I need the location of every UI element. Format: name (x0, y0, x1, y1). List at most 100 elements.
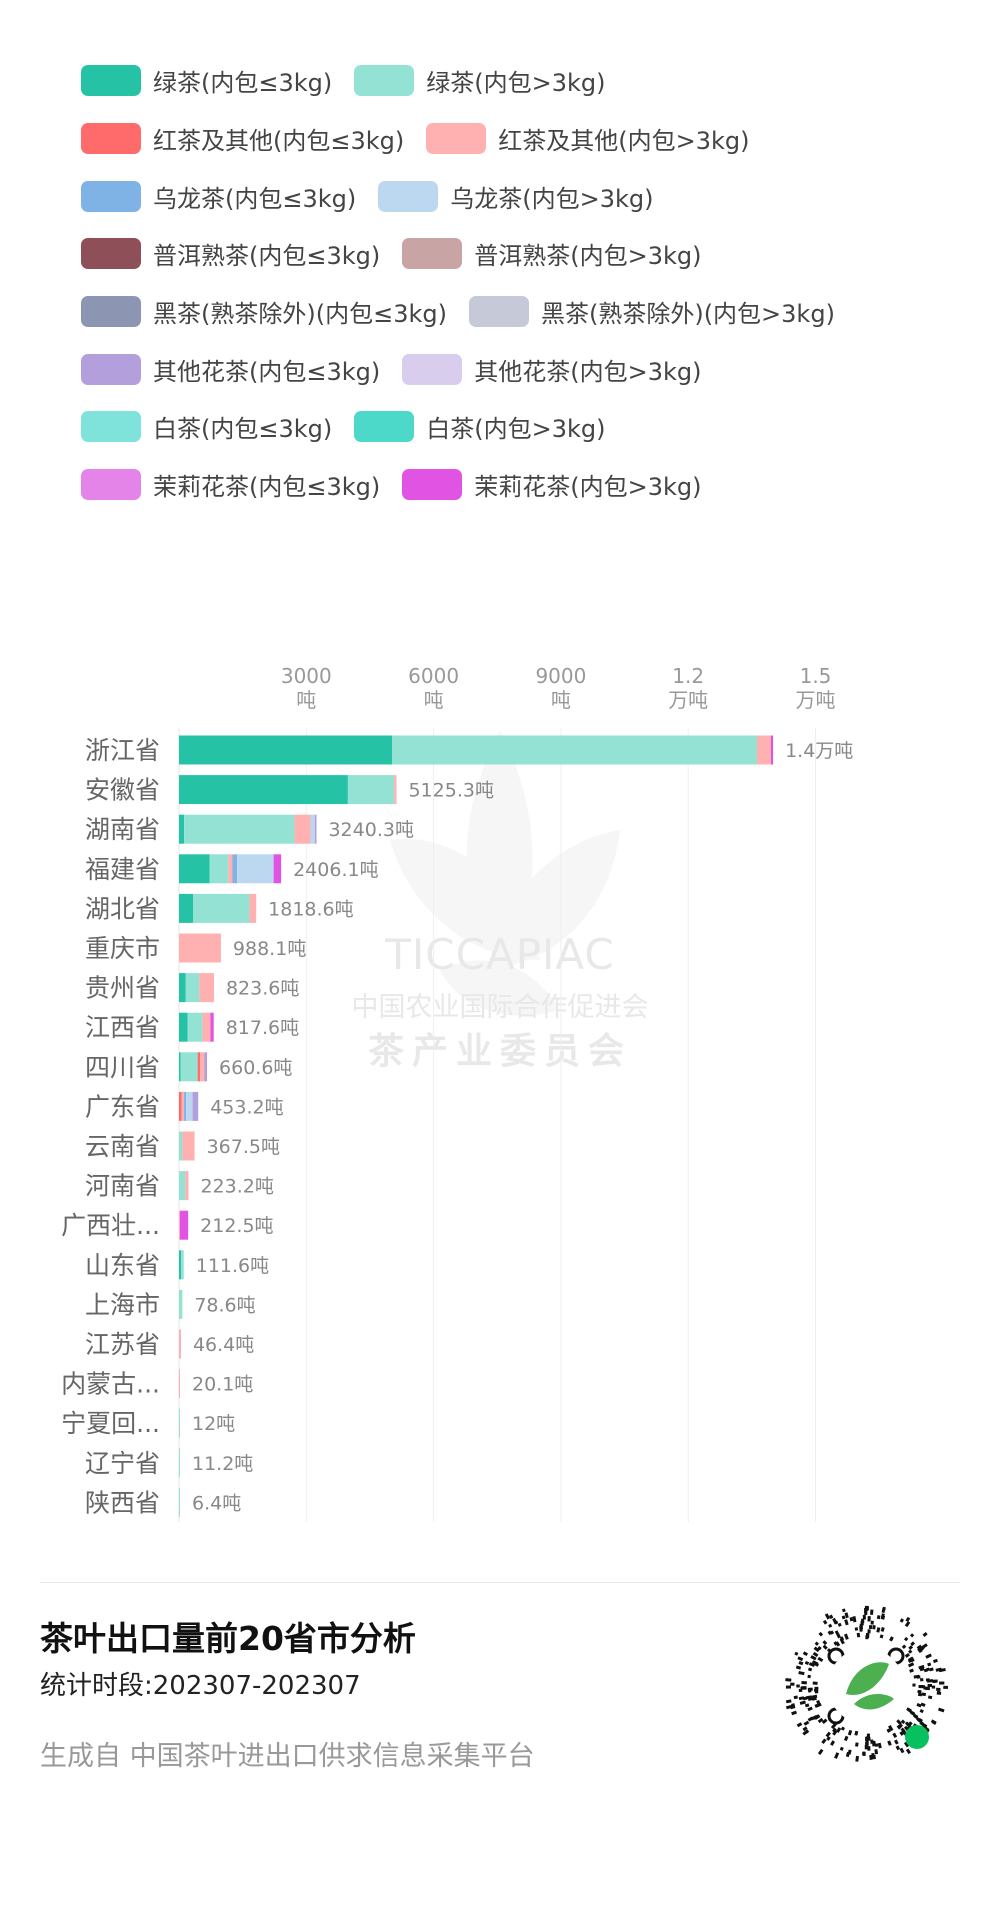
bar-segment (179, 893, 194, 923)
bar-total-label: 2406.1吨 (293, 859, 378, 881)
legend-label: 白茶(内包>3kg) (426, 415, 606, 444)
legend-label: 黑茶(熟茶除外)(内包>3kg) (540, 300, 835, 329)
bar-segment (202, 1012, 211, 1042)
legend-swatch (426, 123, 487, 155)
province-label: 宁夏回... (61, 1409, 160, 1438)
province-label: 河南省 (85, 1172, 160, 1201)
province-label: 湖北省 (85, 894, 160, 923)
legend-item[interactable]: 绿茶(内包>3kg) (354, 63, 606, 98)
legend-label: 普洱熟茶(内包>3kg) (474, 242, 702, 271)
legend-swatch (354, 411, 415, 443)
province-label: 江苏省 (85, 1330, 160, 1359)
bar-segment (228, 854, 233, 884)
province-label: 辽宁省 (85, 1449, 160, 1478)
legend-item[interactable]: 普洱熟茶(内包≤3kg) (81, 236, 380, 271)
legend-label: 乌龙茶(内包≤3kg) (153, 184, 357, 213)
province-label: 安徽省 (85, 776, 160, 805)
legend-item[interactable]: 乌龙茶(内包>3kg) (378, 179, 654, 214)
bar-segment (181, 1091, 185, 1121)
legend-item[interactable]: 其他花茶(内包≤3kg) (81, 352, 380, 387)
legend-item[interactable]: 红茶及其他(内包>3kg) (426, 121, 750, 156)
bar-total-label: 6.4吨 (192, 1492, 241, 1514)
legend-row: 普洱熟茶(内包≤3kg) 普洱熟茶(内包>3kg) (81, 225, 981, 283)
bar-total-label: 223.2吨 (200, 1176, 273, 1198)
legend-swatch (81, 238, 141, 270)
bar-segment (394, 775, 397, 805)
province-label: 内蒙古... (61, 1370, 160, 1399)
bar-segment (184, 1091, 187, 1121)
bar-segment (392, 735, 757, 765)
legend-swatch (402, 469, 463, 501)
bar-segment (186, 1091, 193, 1121)
bar-segment (210, 1012, 214, 1042)
legend-label: 茉莉花茶(内包>3kg) (474, 473, 702, 502)
legend-label: 普洱熟茶(内包≤3kg) (153, 242, 381, 271)
legend-label: 绿茶(内包≤3kg) (153, 69, 333, 98)
bar-total-label: 111.6吨 (196, 1255, 269, 1277)
footer-divider (40, 1582, 960, 1583)
bar-segment (179, 854, 210, 884)
x-tick-label: 1.2 (672, 664, 704, 688)
legend-item[interactable]: 黑茶(熟茶除外)(内包>3kg) (468, 294, 835, 329)
legend-item[interactable]: 白茶(内包≤3kg) (81, 409, 332, 444)
province-label: 陕西省 (85, 1488, 160, 1517)
province-label: 湖南省 (85, 815, 160, 844)
bar-segment (294, 814, 311, 844)
province-label: 重庆市 (85, 934, 160, 963)
province-label: 四川省 (85, 1053, 160, 1082)
legend-item[interactable]: 其他花茶(内包>3kg) (402, 352, 702, 387)
x-tick-label: 1.5 (800, 664, 832, 688)
bar-segment (232, 854, 238, 884)
bar-total-label: 3240.3吨 (328, 819, 413, 841)
province-label: 江西省 (85, 1013, 160, 1042)
bar-total-label: 1818.6吨 (268, 898, 353, 920)
x-tick-unit: 万吨 (796, 688, 836, 712)
bar-segment (179, 1448, 180, 1478)
legend-row: 茉莉花茶(内包≤3kg) 茉莉花茶(内包>3kg) (81, 456, 981, 514)
province-label: 广西壮... (61, 1211, 160, 1240)
bar-total-label: 20.1吨 (192, 1374, 253, 1396)
legend-label: 白茶(内包≤3kg) (153, 415, 333, 444)
province-label: 山东省 (85, 1251, 160, 1280)
legend-item[interactable]: 茉莉花茶(内包≤3kg) (81, 467, 380, 502)
bar-segment (179, 933, 221, 963)
bar-segment (204, 1052, 208, 1082)
legend-item[interactable]: 茉莉花茶(内包>3kg) (402, 467, 702, 502)
bar-segment (199, 973, 214, 1003)
bar-segment (197, 1052, 201, 1082)
bar-segment (179, 1210, 180, 1240)
legend-item[interactable]: 普洱熟茶(内包>3kg) (402, 236, 702, 271)
qr-code-icon[interactable] (784, 1604, 948, 1768)
legend-label: 其他花茶(内包≤3kg) (153, 357, 381, 386)
bar-segment (185, 973, 200, 1003)
province-label: 福建省 (85, 855, 160, 884)
x-tick-label: 9000 (535, 664, 586, 688)
bar-segment (314, 814, 317, 844)
legend: 绿茶(内包≤3kg) 绿茶(内包>3kg) 红茶及其他(内包≤3kg) 红茶及其他(内… (81, 52, 981, 514)
bar-segment (209, 854, 229, 884)
bar-segment (180, 1210, 189, 1240)
bar-segment (180, 1052, 198, 1082)
tea-leaf-icon (390, 730, 620, 1016)
bar-segment (179, 775, 348, 805)
legend-item[interactable]: 乌龙茶(内包≤3kg) (81, 179, 356, 214)
bar-total-label: 817.6吨 (226, 1017, 299, 1039)
legend-swatch (81, 469, 141, 501)
chart-title: 茶叶出口量前20省市分析 (40, 1619, 416, 1658)
province-label: 云南省 (85, 1132, 160, 1161)
bar-segment (193, 893, 250, 923)
bar-segment (179, 735, 393, 765)
bar-segment (179, 973, 186, 1003)
legend-item[interactable]: 红茶及其他(内包≤3kg) (81, 121, 404, 156)
bar-total-label: 5125.3吨 (408, 780, 493, 802)
legend-label: 茉莉花茶(内包≤3kg) (153, 473, 381, 502)
watermark-line2: 茶产业委员会 (367, 1030, 632, 1072)
bar-segment (185, 1171, 189, 1201)
watermark-logo (330, 720, 670, 1060)
legend-item[interactable]: 绿茶(内包≤3kg) (81, 63, 332, 98)
bar-segment (184, 814, 295, 844)
legend-item[interactable]: 黑茶(熟茶除外)(内包≤3kg) (81, 294, 447, 329)
legend-swatch (81, 411, 141, 443)
bar-segment (273, 854, 282, 884)
legend-item[interactable]: 白茶(内包>3kg) (354, 409, 606, 444)
